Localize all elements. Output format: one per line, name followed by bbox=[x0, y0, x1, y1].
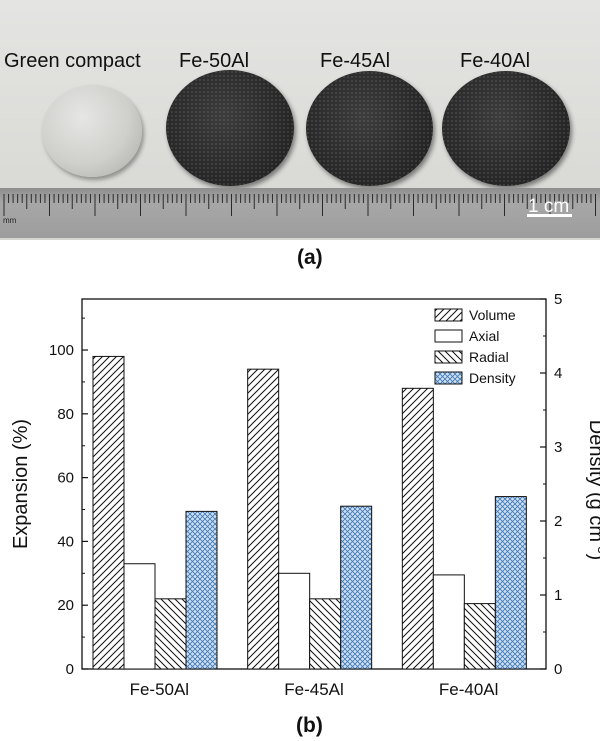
sample-label-fe-40al: Fe-40Al bbox=[460, 50, 531, 72]
legend-label-radial: Radial bbox=[469, 349, 509, 365]
legend-label-density: Density bbox=[469, 370, 516, 386]
ruler: mm bbox=[0, 188, 600, 238]
legend-swatch-axial bbox=[434, 329, 463, 343]
y2-tick-label: 0 bbox=[554, 661, 562, 678]
legend-label-axial: Axial bbox=[469, 328, 499, 344]
bar-volume-fe-40al bbox=[401, 387, 434, 670]
sample-photograph: Green compact Fe-50Al Fe-45Al Fe-40Al mm… bbox=[0, 0, 600, 240]
y-tick-label: 40 bbox=[57, 533, 74, 550]
y2-tick-label: 5 bbox=[554, 291, 562, 308]
y2-tick-label: 2 bbox=[554, 513, 562, 530]
x-category-label: Fe-40Al bbox=[439, 680, 499, 699]
legend-label-volume: Volume bbox=[469, 307, 516, 323]
legend-swatch-volume bbox=[434, 308, 463, 322]
bar-axial-fe-50al bbox=[123, 563, 156, 670]
y2-axis-title-text: Density (g cm bbox=[585, 420, 600, 542]
y2-tick-label: 3 bbox=[554, 439, 562, 456]
y-tick-label: 80 bbox=[57, 406, 74, 423]
expansion-density-chart: 0 20 40 60 80 100 0 1 2 3 4 5 Expansion (%) Density (… bbox=[10, 291, 600, 699]
y-tick-label: 60 bbox=[57, 470, 74, 487]
legend-swatch-density bbox=[434, 371, 463, 385]
chart-legend: Volume Axial Radial Density bbox=[434, 307, 516, 386]
y2-axis-title-sup: -3 bbox=[595, 542, 600, 554]
green-compact-disc bbox=[42, 85, 142, 177]
sample-label-fe-45al: Fe-45Al bbox=[320, 50, 391, 72]
y-tick-label: 100 bbox=[49, 342, 74, 359]
bar-axial-fe-45al bbox=[278, 572, 311, 670]
panel-label-a: (a) bbox=[297, 246, 323, 269]
chart-axes: 0 20 40 60 80 100 0 1 2 3 4 5 Expansion (%) Density (… bbox=[10, 291, 600, 699]
fe-40al-disc bbox=[442, 71, 570, 186]
y2-tick-label: 1 bbox=[554, 587, 562, 604]
legend-swatch-radial bbox=[434, 350, 463, 364]
fe-45al-disc bbox=[306, 71, 433, 186]
bar-axial-fe-40al bbox=[432, 574, 465, 670]
chart-bars bbox=[92, 355, 527, 670]
sample-label-green-compact: Green compact bbox=[4, 50, 141, 72]
bar-radial-fe-45al bbox=[309, 598, 342, 670]
sample-label-fe-50al: Fe-50Al bbox=[179, 50, 250, 72]
bar-volume-fe-45al bbox=[247, 368, 280, 670]
y2-axis-title: Density (g cm-3) bbox=[585, 420, 600, 560]
y-tick-label: 20 bbox=[57, 597, 74, 614]
x-category-label: Fe-45Al bbox=[284, 680, 344, 699]
ruler-ticks bbox=[3, 194, 596, 216]
scale-bar bbox=[527, 214, 572, 217]
fe-50al-disc bbox=[166, 70, 294, 186]
bar-radial-fe-50al bbox=[154, 598, 187, 670]
ruler-unit-label: mm bbox=[3, 216, 17, 225]
panel-label-b: (b) bbox=[296, 714, 323, 737]
bar-volume-fe-50al bbox=[92, 355, 125, 670]
bar-density-fe-45al bbox=[340, 505, 373, 670]
y-axis-title: Expansion (%) bbox=[10, 419, 32, 549]
bar-density-fe-40al bbox=[494, 496, 527, 670]
bar-density-fe-50al bbox=[185, 510, 218, 670]
y2-axis-title-close: ) bbox=[585, 554, 600, 561]
y-tick-label: 0 bbox=[66, 661, 74, 678]
scale-bar-label: 1 cm bbox=[528, 196, 570, 217]
x-category-label: Fe-50Al bbox=[130, 680, 190, 699]
bar-radial-fe-40al bbox=[463, 603, 496, 670]
y2-tick-label: 4 bbox=[554, 365, 562, 382]
